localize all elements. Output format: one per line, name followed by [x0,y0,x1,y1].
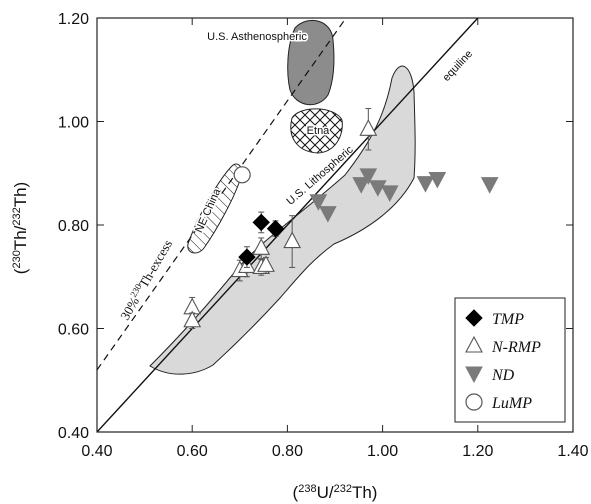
legend-marker-n-rmp [465,335,483,353]
y-tick-label: 1.20 [58,11,89,28]
label-us-asthenospheric: U.S. Asthenospheric [207,31,307,43]
x-title-sup2: 232 [334,483,352,495]
series-lump [233,166,251,184]
x-title-mid: U/ [317,483,334,502]
x-tick-label: 0.40 [81,443,112,460]
y-tick-label: 1.00 [58,115,89,132]
x-axis-ticks: 0.40 0.60 0.80 1.00 1.20 1.40 [81,18,589,460]
plot-content [97,18,499,432]
y-axis-ticks: 0.40 0.60 0.80 1.00 1.20 [58,11,573,442]
legend-label-nd: ND [491,367,515,384]
legend-label-lump: LuMP [491,395,532,412]
legend-marker-lump [465,393,483,411]
data-point-n-rmp [257,255,275,272]
data-series-layer [183,108,499,329]
data-point-n-rmp [183,310,202,328]
x-title-end: Th) [352,483,378,502]
data-point-nd [309,194,328,211]
x-tick-label: 1.00 [367,443,398,460]
x-title-open: ( [293,483,299,502]
data-point-n-rmp [283,231,302,249]
label-etna: Etna [307,125,331,137]
x-axis-title: (238U/232Th) [293,483,378,502]
equiline-line [97,18,479,432]
data-point-nd [380,185,399,202]
data-point-nd [480,177,499,194]
legend-marker-nd [465,366,483,384]
data-point-n-rmp [359,119,378,136]
y-title-mid: Th/ [11,225,30,250]
x-title-sup1: 238 [298,483,316,495]
legend-label-tmp: TMP [492,311,524,328]
y-tick-label: 0.60 [58,322,89,339]
data-point-tmp [252,213,270,232]
data-point-n-rmp [252,238,271,255]
x-tick-label: 1.20 [462,443,493,460]
legend: TMP N-RMP ND LuMP [454,297,566,423]
legend-marker-tmp [465,309,483,327]
data-point-nd [319,206,337,223]
data-point-nd [416,176,435,193]
y-title-sup1: 230 [11,250,23,268]
legend-items: TMP N-RMP ND LuMP [465,309,541,412]
data-point-nd [352,177,371,194]
data-point-tmp [238,248,256,266]
legend-label-n-rmp: N-RMP [491,339,541,356]
y-title-sup2: 232 [11,207,23,225]
y-tick-label: 0.40 [58,425,89,442]
x-tick-label: 1.40 [557,443,588,460]
data-point-tmp [266,219,285,238]
data-point-lump [233,166,251,184]
x-tick-label: 0.80 [272,443,303,460]
series-tmp [238,211,285,268]
data-point-nd [369,180,387,197]
region-etna [290,108,343,154]
y-title-end: Th) [11,182,30,208]
x-tick-label: 0.60 [177,443,208,460]
series-nd [309,168,499,223]
y-tick-label: 0.80 [58,218,89,235]
y-title-open: ( [11,268,30,274]
data-point-nd [428,171,447,189]
y-axis-title: (230Th/232Th) [11,182,30,274]
data-point-nd [359,168,378,185]
